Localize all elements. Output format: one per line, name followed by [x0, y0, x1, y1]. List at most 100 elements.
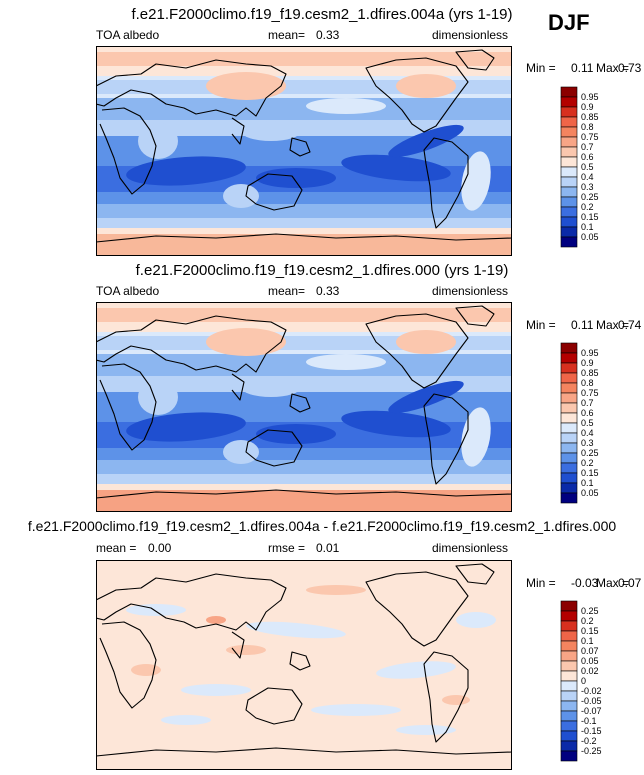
panel-2-colorbar-box — [560, 432, 578, 444]
panel-1-coastline — [289, 137, 311, 157]
panel-1-colorbar-box — [560, 156, 578, 168]
panel-1-colorbar-box — [560, 226, 578, 238]
panel-2-colorbar-label: 0.25 — [581, 448, 599, 458]
panel-1-colorbar-label: 0.75 — [581, 132, 599, 142]
panel-1-colorbar-box — [560, 166, 578, 178]
panel-3-colorbar-box — [560, 720, 578, 732]
panel-1-field — [96, 46, 512, 256]
panel-3-colorbar-box — [560, 660, 578, 672]
panel-3-map — [96, 560, 512, 770]
panel-2-colorbar-label: 0.4 — [581, 428, 594, 438]
panel-1-max-value: 0.73 — [618, 61, 642, 75]
panel-1-colorbar-label: 0.2 — [581, 202, 594, 212]
panel-2-colorbar-label: 0.05 — [581, 488, 599, 498]
panel-2-coastline — [289, 393, 311, 413]
panel-2-colorbar-box — [560, 372, 578, 384]
panel-2-colorbar-label: 0.85 — [581, 368, 599, 378]
panel-3-colorbar-label: -0.02 — [581, 686, 602, 696]
panel-1-mean-label: mean= — [268, 28, 306, 42]
panel-3-colorbar-label: 0.1 — [581, 636, 594, 646]
panel-2-colorbar-label: 0.6 — [581, 408, 594, 418]
panel-3-coastline — [455, 563, 495, 585]
panel-1-colorbar-label: 0.9 — [581, 102, 594, 112]
panel-2-min-value: 0.11 — [571, 318, 594, 332]
panel-2-min-label: Min = — [526, 318, 556, 332]
panel-3-coastline — [289, 651, 311, 671]
panel-3-colorbar-label: -0.05 — [581, 696, 602, 706]
panel-2-coastline — [245, 429, 303, 467]
panel-2-map-frame — [96, 302, 512, 512]
panel-3-colorbar-box — [560, 710, 578, 722]
panel-3-rmse-label: rmse = — [268, 541, 306, 555]
panel-3-colorbar-label: -0.07 — [581, 706, 602, 716]
panel-2-field — [96, 302, 512, 512]
panel-3-coastline — [96, 747, 512, 757]
panel-1-colorbar-box — [560, 216, 578, 228]
panel-3-min-label: Min = — [526, 576, 556, 590]
panel-1-colorbar-label: 0.25 — [581, 192, 599, 202]
panel-2-colorbar-label: 0.2 — [581, 458, 594, 468]
panel-1-units: dimensionless — [432, 28, 509, 42]
panel-1-min-value: 0.11 — [571, 61, 594, 75]
panel-2-colorbar-box — [560, 342, 578, 354]
panel-1-coastline — [231, 117, 245, 145]
panel-1-colorbar-box — [560, 96, 578, 108]
panel-1-colorbar-label: 0.5 — [581, 162, 594, 172]
panel-1-map — [96, 46, 512, 256]
panel-1-colorbar-box — [560, 176, 578, 188]
panel-2-colorbar-box — [560, 382, 578, 394]
panel-2-max-value: 0.74 — [618, 318, 642, 332]
panel-2-units: dimensionless — [432, 284, 509, 298]
panel-1-colorbar-box — [560, 206, 578, 218]
panel-2-colorbar-box — [560, 352, 578, 364]
panel-2-mean-label: mean= — [268, 284, 306, 298]
panel-1-min-label: Min = — [526, 61, 556, 75]
panel-3-title: f.e21.F2000climo.f19_f19.cesm2_1.dfires.… — [27, 518, 617, 534]
panel-3-coastline — [99, 621, 157, 709]
panel-3-colorbar-box — [560, 680, 578, 692]
panel-2-colorbar-box — [560, 402, 578, 414]
panel-1-coastline — [96, 233, 512, 243]
panel-3-colorbar-label: 0.02 — [581, 666, 599, 676]
panel-1-coastline — [96, 59, 287, 117]
panel-1-colorbar-box — [560, 146, 578, 158]
panel-1-title: f.e21.F2000climo.f19_f19.cesm2_1.dfires.… — [131, 6, 513, 23]
panel-3-max-value: 0.07 — [618, 576, 642, 590]
panel-2-colorbar-box — [560, 482, 578, 494]
panel-3-colorbar-box — [560, 630, 578, 642]
panel-3-min-value: -0.03 — [571, 576, 599, 590]
panel-2-colorbar-box — [560, 452, 578, 464]
panel-1-colorbar-box — [560, 236, 578, 248]
panel-3-rmse-value: 0.01 — [316, 541, 340, 555]
panel-3-coastline — [231, 631, 245, 659]
panel-2-colorbar-box — [560, 362, 578, 374]
panel-2-colorbar-label: 0.9 — [581, 358, 594, 368]
panel-3-mean-label: mean = — [96, 541, 137, 555]
panel-1-coastline — [245, 173, 303, 211]
panel-3-colorbar-box — [560, 750, 578, 762]
panel-3-colorbar-label: 0.05 — [581, 656, 599, 666]
panel-3-colorbar-box — [560, 600, 578, 612]
panel-2-coastline — [96, 315, 287, 373]
panel-3-colorbar-box — [560, 730, 578, 742]
panel-3-colorbar-box — [560, 740, 578, 752]
panel-3-colorbar-label: 0.07 — [581, 646, 599, 656]
panel-3-units: dimensionless — [432, 541, 509, 555]
panel-1-colorbar: 0.950.90.850.80.750.70.60.50.40.30.250.2… — [560, 86, 599, 248]
panel-1-colorbar-label: 0.8 — [581, 122, 594, 132]
panel-1-colorbar-label: 0.15 — [581, 212, 599, 222]
season-label: DJF — [548, 10, 590, 35]
panel-2-coastline — [423, 393, 469, 485]
panel-1-colorbar-box — [560, 106, 578, 118]
panel-3-colorbar: 0.250.20.150.10.070.050.020-0.02-0.05-0.… — [560, 600, 602, 762]
panel-2-title: f.e21.F2000climo.f19_f19.cesm2_1.dfires.… — [135, 262, 509, 279]
panel-2-colorbar-box — [560, 472, 578, 484]
panel-2-coastline — [365, 313, 469, 389]
panel-3-colorbar-label: -0.15 — [581, 726, 602, 736]
panel-3-coastline — [96, 573, 287, 631]
panel-3-field — [96, 560, 512, 770]
panel-3-colorbar-box — [560, 670, 578, 682]
panel-1-colorbar-box — [560, 126, 578, 138]
panel-2-mean-value: 0.33 — [316, 284, 340, 298]
